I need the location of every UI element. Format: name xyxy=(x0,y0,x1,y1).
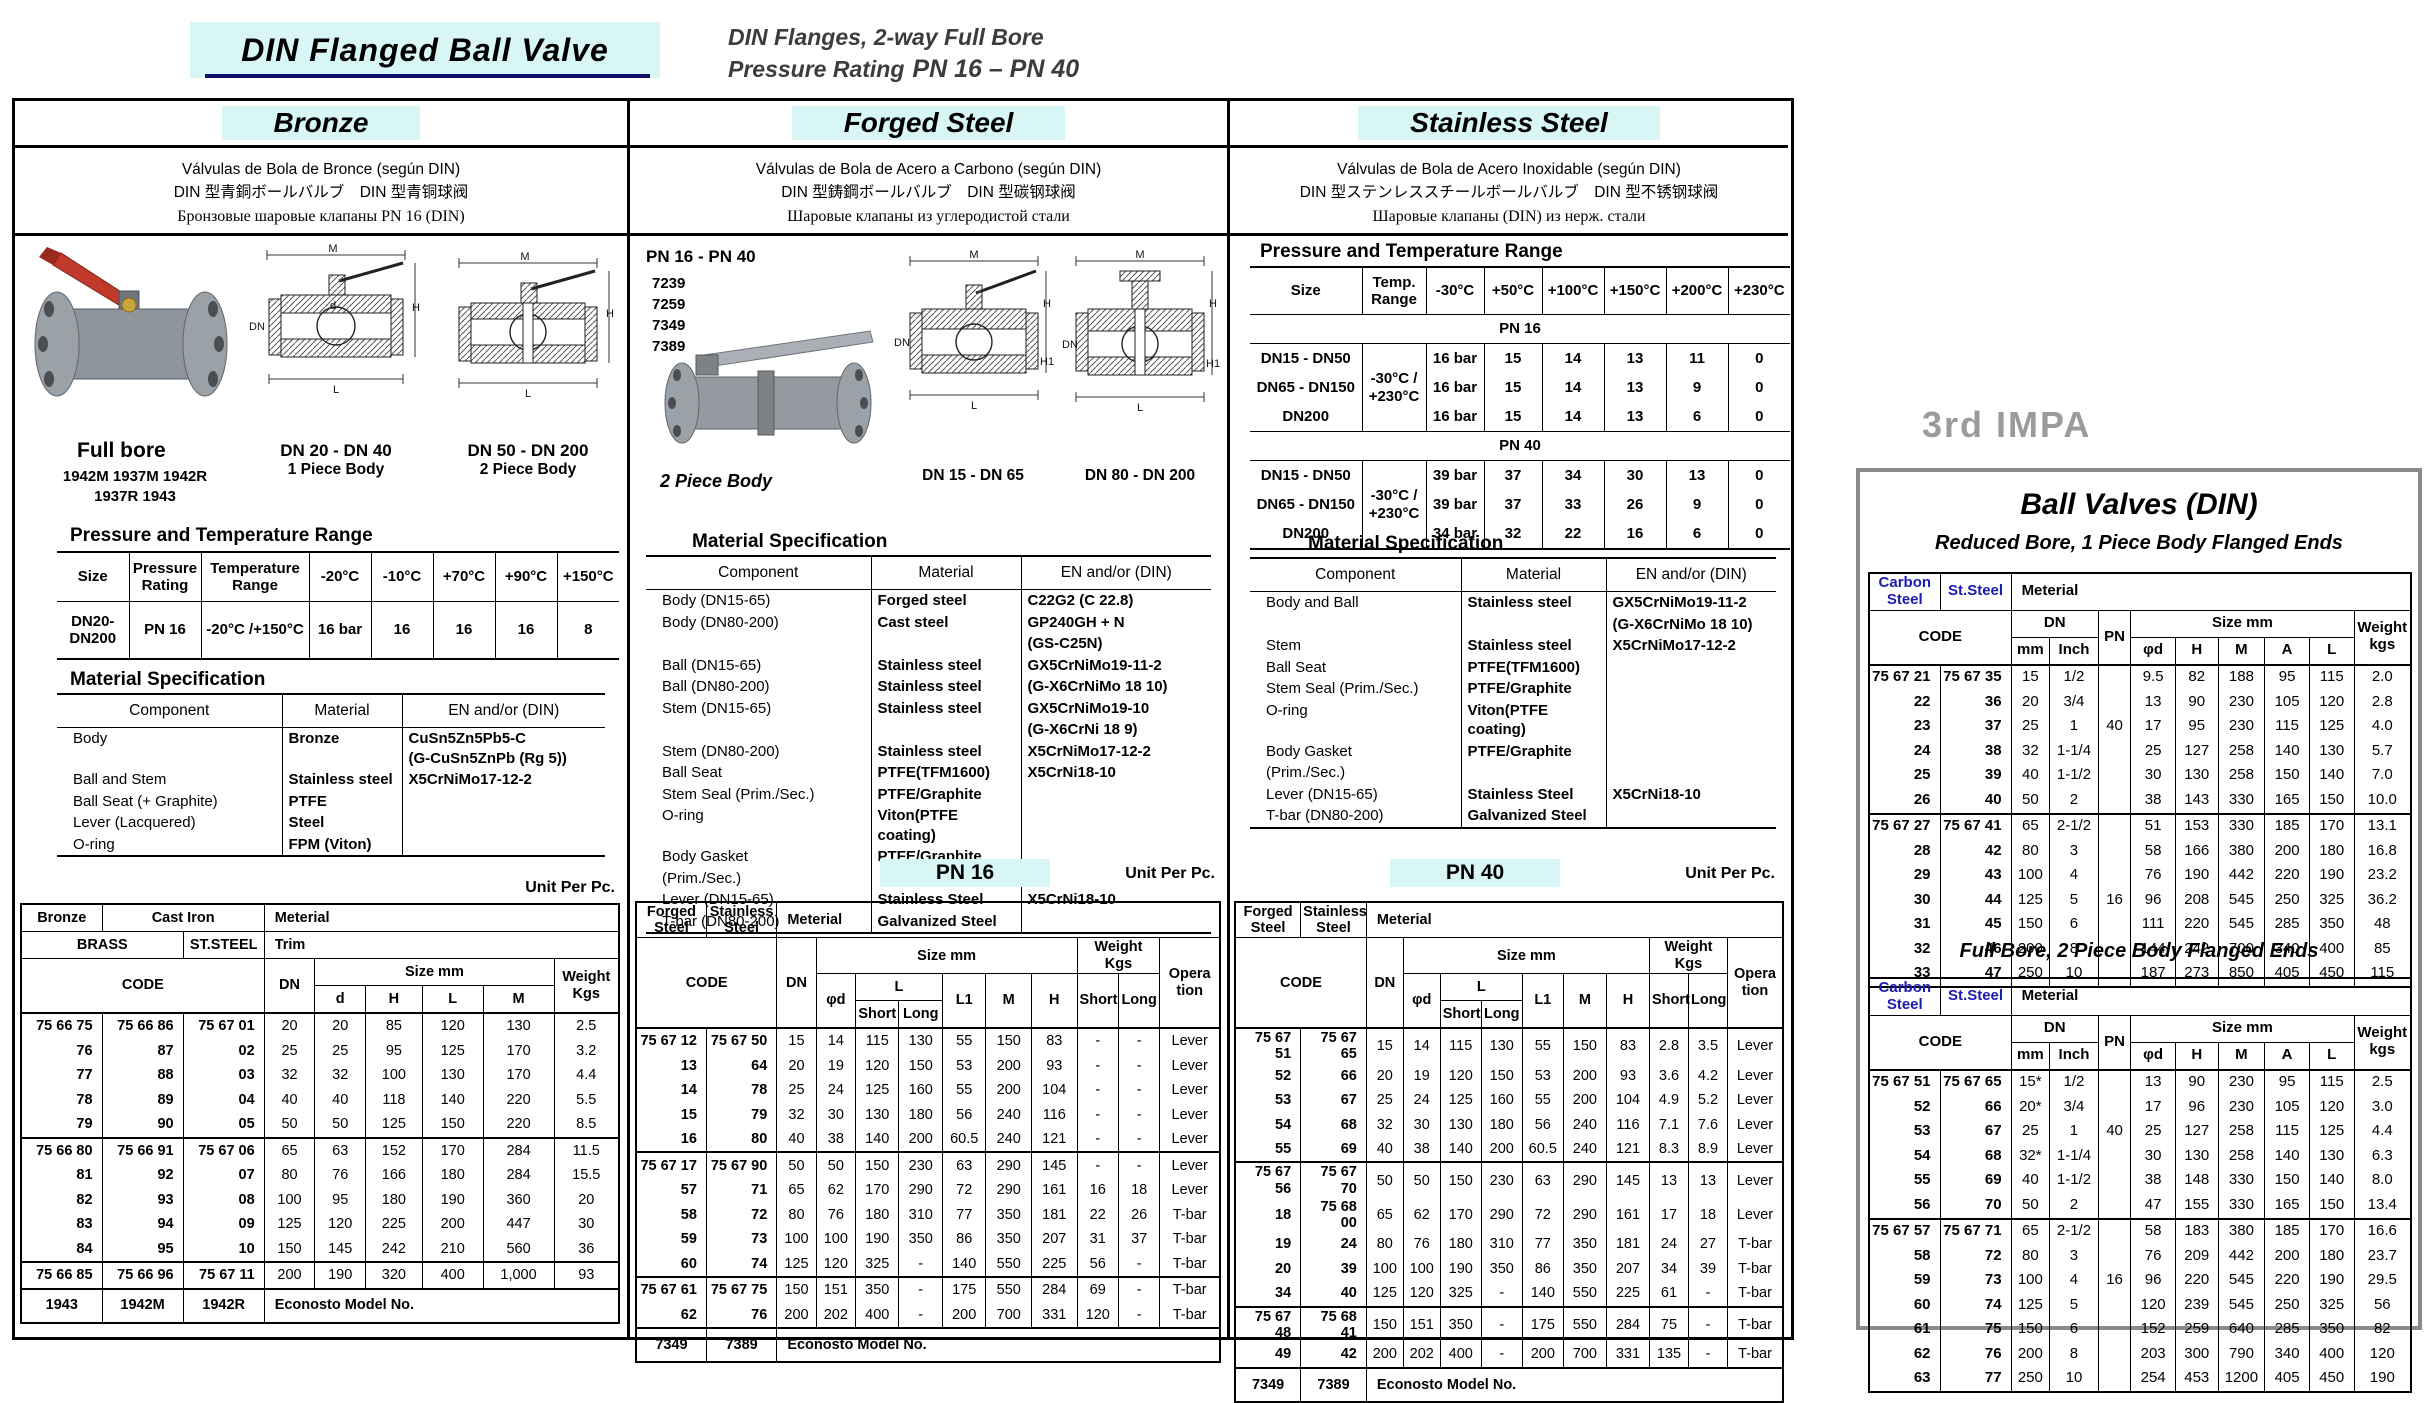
stainless-pn-chip: PN 40 xyxy=(1390,859,1560,887)
stainless-material-table: Component Material EN and/or (DIN) Body and… xyxy=(1250,557,1776,829)
svg-text:M: M xyxy=(1135,249,1144,261)
bronze-valve-photo xyxy=(34,247,228,397)
svg-text:L: L xyxy=(1137,402,1143,414)
pressure-rating-label: Pressure Rating xyxy=(728,55,905,82)
forged-drawing2-caption: DN 80 - DN 200 xyxy=(1084,467,1196,484)
stainless-unit-label: Unit Per Pc. xyxy=(1685,865,1775,882)
bronze-material-table: Component Material EN and/or (DIN) Body Bron… xyxy=(57,693,605,857)
bronze-intro-ru: Бронзовые шаровые клапаны PN 16 (DIN) xyxy=(177,207,465,225)
stainless-section-title: Stainless Steel xyxy=(1358,106,1660,140)
forged-drawing1-caption: DN 15 - DN 65 xyxy=(922,467,1024,484)
title-underline xyxy=(205,74,650,78)
forged-unit-label: Unit Per Pc. xyxy=(1125,865,1215,882)
bronze-drawing2-caption: DN 50 - DN 200 xyxy=(467,441,589,460)
svg-text:H: H xyxy=(412,302,420,314)
forged-body-label: 2 Piece Body xyxy=(660,471,773,491)
bronze-drawing-1pc: M H DN d L xyxy=(249,243,420,396)
bronze-unit-label: Unit Per Pc. xyxy=(525,879,615,896)
bronze-material-title: Material Specification xyxy=(70,669,266,690)
svg-text:DN: DN xyxy=(894,337,910,349)
stainless-size-table: Forged Steel Stainless Steel Meterial CODE D… xyxy=(1234,901,1784,1403)
forged-valve-photo xyxy=(664,330,874,444)
bronze-pt-table: Size Pressure Rating Temperature Range -20°… xyxy=(57,551,619,660)
forged-drawing-dn80-200: M H H1 DN L xyxy=(1062,249,1220,414)
svg-text:d: d xyxy=(330,300,336,312)
forged-intro-es: Válvulas de Bola de Acero a Carbono (seg… xyxy=(755,161,1102,178)
bronze-header-band: Bronze xyxy=(15,101,627,148)
forged-drawing-dn15-65: M H H1 DN L xyxy=(894,249,1054,412)
stainless-header-band: Stainless Steel xyxy=(1230,101,1788,148)
bronze-size-table: Bronze Cast Iron Meterial BRASS ST.STEEL Trim… xyxy=(20,903,620,1324)
svg-text:L: L xyxy=(971,400,977,412)
svg-text:H1: H1 xyxy=(1206,358,1220,370)
forged-size-table: Forged Steel Stainless Steel Meterial CODE D… xyxy=(635,901,1221,1363)
header-subtitle: DIN Flanges, 2-way Full Bore Pressure Ra… xyxy=(728,24,1079,84)
forged-header-band: Forged Steel xyxy=(630,101,1227,148)
forged-pn-chip: PN 16 xyxy=(880,859,1050,887)
page-title: DIN Flanged Ball Valve xyxy=(241,31,609,68)
stainless-intro-ru: Шаровые клапаны (DIN) из нерж. стали xyxy=(1372,207,1646,225)
forged-section-title: Forged Steel xyxy=(791,106,1066,140)
bronze-drawing2-subcaption: 2 Piece Body xyxy=(479,461,577,478)
forged-intro-ru: Шаровые клапаны из углеродистой стали xyxy=(787,207,1070,225)
svg-text:DN: DN xyxy=(1062,339,1078,351)
stainless-intro-es: Válvulas de Bola de Acero Inoxidable (se… xyxy=(1337,161,1681,178)
forged-intro: Válvulas de Bola de Acero a Carbono (seg… xyxy=(630,148,1227,236)
bronze-drawing1-subcaption: 1 Piece Body xyxy=(287,461,385,478)
stainless-pt-table: Size Temp. Range -30°C +50°C +100°C +150°C +20… xyxy=(1250,266,1790,550)
svg-text:H1: H1 xyxy=(1040,356,1054,368)
bronze-drawing1-caption: DN 20 - DN 40 xyxy=(280,441,392,460)
forged-material-title: Material Specification xyxy=(692,531,888,552)
impa-reduced-bore-table: Carbon Steel St.Steel Meterial CODE DN PN Size… xyxy=(1868,572,2412,989)
stainless-pt-title: Pressure and Temperature Range xyxy=(1260,241,1563,262)
svg-text:L: L xyxy=(333,384,339,396)
subtitle-line1: DIN Flanges, 2-way Full Bore xyxy=(728,24,1044,50)
impa-watermark: 3rd IMPA xyxy=(1922,404,2092,445)
page-title-box: DIN Flanged Ball Valve xyxy=(190,22,660,78)
bronze-drawing-2pc: M H L xyxy=(458,251,614,400)
bronze-section-title: Bronze xyxy=(221,106,421,140)
svg-text:H: H xyxy=(1043,298,1051,310)
forged-intro-cjk: DIN 型鋳鋼ボールバルブ DIN 型碳钢球阀 xyxy=(781,184,1076,202)
catalog-page: { "page": { "title": "DIN Flanged Ball V… xyxy=(12,22,2422,1403)
bronze-intro: Válvulas de Bola de Bronce (según DIN) D… xyxy=(15,148,627,236)
subtitle-line2: Pressure Rating PN 16 – PN 40 xyxy=(728,54,1079,84)
bronze-intro-cjk: DIN 型青銅ボールバルブ DIN 型青铜球阀 xyxy=(173,184,469,202)
impa-subtitle-reduced: Reduced Bore, 1 Piece Body Flanged Ends xyxy=(1935,532,2343,554)
stainless-intro-cjk: DIN 型ステンレススチールボールバルブ DIN 型不锈钢球阀 xyxy=(1299,184,1719,202)
impa-subtitle-full: Full Bore, 2 Piece Body Flanged Ends xyxy=(1959,940,2319,962)
forged-model-numbers: 7239 7259 7349 7389 xyxy=(652,275,686,355)
bronze-fullbore-label: Full bore xyxy=(77,439,166,462)
bronze-pt-title: Pressure and Temperature Range xyxy=(70,525,373,546)
svg-text:M: M xyxy=(328,243,337,255)
forged-pn-range: PN 16 - PN 40 xyxy=(646,247,756,266)
svg-text:M: M xyxy=(520,251,529,263)
impa-full-bore-table: Carbon Steel St.Steel Meterial CODE DN PN Size… xyxy=(1868,977,2412,1394)
svg-text:H: H xyxy=(1209,298,1217,310)
bronze-model-numbers: 1942M 1937M 1942R 1937R 1943 xyxy=(62,468,208,506)
bronze-intro-es: Válvulas de Bola de Bronce (según DIN) xyxy=(181,161,461,178)
stainless-intro: Válvulas de Bola de Acero Inoxidable (se… xyxy=(1230,148,1788,236)
stainless-material-title: Material Specification xyxy=(1308,533,1504,554)
svg-text:H: H xyxy=(606,308,614,320)
svg-text:L: L xyxy=(525,388,531,400)
impa-title: Ball Valves (DIN) xyxy=(2020,488,2258,521)
section-bronze: Bronze Válvulas de Bola de Bronce (según… xyxy=(15,101,630,1337)
svg-text:M: M xyxy=(969,249,978,261)
catalog-main-frame: Bronze Válvulas de Bola de Bronce (según… xyxy=(12,98,1794,1403)
svg-text:DN: DN xyxy=(249,321,265,333)
section-forged-steel: Forged Steel Válvulas de Bola de Acero a… xyxy=(630,101,1230,1363)
impa-panel: Ball Valves (DIN) Reduced Bore, 1 Piece … xyxy=(1856,468,2422,1394)
pressure-rating-value: PN 16 – PN 40 xyxy=(912,54,1080,83)
section-stainless-steel: Stainless Steel Válvulas de Bola de Acer… xyxy=(1230,101,1790,1403)
